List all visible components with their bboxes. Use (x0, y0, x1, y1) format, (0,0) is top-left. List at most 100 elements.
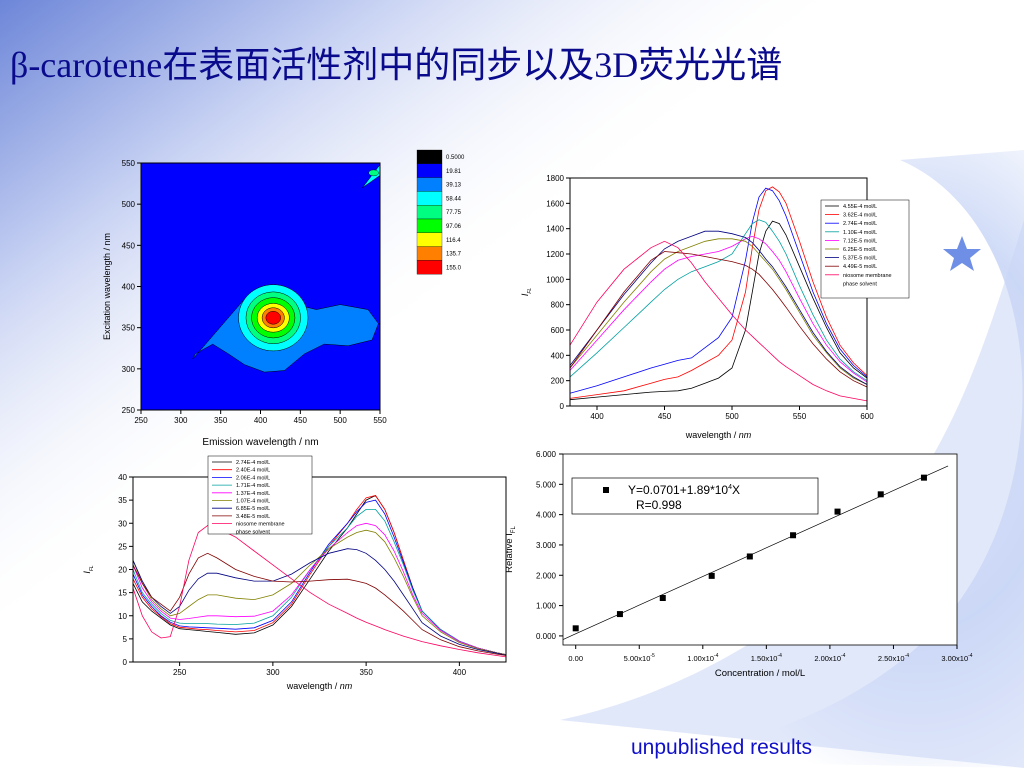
low-legend-label: 1.71E-4 mol/L (236, 483, 270, 489)
contour-y-tick-label: 550 (122, 159, 136, 168)
sync-y-tick-label: 1800 (546, 174, 564, 183)
colorbar-level-label: 155.0 (446, 265, 462, 271)
cal-y-axis-label: Relative IFL (504, 526, 517, 573)
low-series-line (132, 525, 507, 658)
cal-x-tick-exponent: -4 (968, 653, 973, 659)
sync-legend-label: 4.49E-5 mol/L (843, 264, 877, 270)
low-y-tick-label: 5 (123, 635, 128, 644)
sync-y-tick-label: 800 (551, 301, 565, 310)
contour-y-axis-label: Excitation wavelength / nm (102, 233, 112, 340)
cal-x-tick-label: 2.50x10-4 (878, 653, 909, 663)
cal-data-point (834, 508, 841, 515)
sync-x-tick-label: 500 (725, 412, 739, 421)
contour-x-tick-label: 550 (373, 416, 387, 425)
cal-x-tick-label: 1.00x10-4 (687, 653, 718, 663)
contour-x-axis-label: Emission wavelength / nm (202, 437, 318, 448)
cal-legend-equation-exponent: 4 (728, 484, 732, 491)
cal-x-axis-label: Concentration / mol/L (715, 668, 805, 679)
contour-y-tick-label: 300 (122, 365, 136, 374)
cal-y-tick-label: 0.000 (536, 632, 557, 641)
low-x-axis-unit: nm (337, 681, 353, 691)
sync-y-tick-label: 1400 (546, 225, 564, 234)
sync-legend-label: 1.10E-4 mol/L (843, 230, 877, 236)
low-legend-label: phase solvent (236, 529, 270, 535)
low-y-tick-label: 40 (118, 473, 127, 482)
cal-x-tick-label: 3.00x10-4 (941, 653, 972, 663)
low-legend-label: 2.06E-4 mol/L (236, 475, 270, 481)
low-x-tick-label: 400 (453, 668, 467, 677)
colorbar-level-label: 116.4 (446, 238, 461, 244)
contour-x-tick-label: 350 (214, 416, 228, 425)
sync-y-axis-subscript: FL (527, 288, 533, 294)
colorbar-level-label: 19.81 (446, 169, 462, 175)
cal-data-point (746, 553, 753, 560)
cal-y-tick-label: 2.000 (536, 571, 557, 580)
sync-legend-label: niosome membrane (843, 273, 892, 279)
sync-y-tick-label: 1600 (546, 199, 564, 208)
contour-x-tick-label: 400 (254, 416, 268, 425)
sync-series-line (569, 240, 868, 402)
cal-legend-equation: Y=0.0701+1.89*104X (628, 483, 740, 497)
cal-x-tick-exponent: -4 (777, 653, 782, 659)
low-y-tick-label: 25 (118, 542, 127, 551)
contour-x-tick-label: 500 (333, 416, 347, 425)
low-x-tick-label: 350 (359, 668, 373, 677)
sync-series-line (569, 219, 868, 382)
sync-y-tick-label: 0 (560, 402, 565, 411)
cal-legend-marker (603, 487, 609, 493)
low-legend-label: 1.07E-4 mol/L (236, 499, 270, 505)
sync-x-tick-label: 450 (658, 412, 672, 421)
colorbar-level-label: 97.06 (446, 224, 462, 230)
contour-x-tick-label: 450 (294, 416, 308, 425)
sync-x-tick-label: 400 (590, 412, 604, 421)
contour-y-tick-label: 500 (122, 200, 136, 209)
contour-scatter-band-core (368, 169, 379, 177)
cal-legend-r: R=0.998 (636, 498, 682, 512)
low-y-tick-label: 0 (123, 658, 128, 667)
contour-x-tick-label: 300 (174, 416, 188, 425)
low-legend-label: 3.48E-5 mol/L (236, 514, 270, 520)
sync-y-axis-label: IFL (520, 288, 533, 297)
sync-y-tick-label: 400 (551, 351, 565, 360)
sync-legend-label: 5.37E-5 mol/L (843, 256, 877, 262)
sync-plot-area (570, 178, 867, 406)
sync-x-axis-unit: nm (736, 430, 752, 440)
cal-legend-box (571, 477, 819, 515)
sync-legend-label: 3.62E-4 mol/L (843, 213, 877, 219)
cal-y-tick-label: 6.000 (536, 450, 557, 459)
contour-x-tick-label: 250 (134, 416, 148, 425)
low-y-axis-subscript: FL (89, 565, 95, 571)
low-legend-label: 6.85E-5 mol/L (236, 506, 270, 512)
contour-y-tick-label: 400 (122, 283, 136, 292)
cal-y-tick-label: 4.000 (536, 511, 557, 520)
sync-series-line (569, 230, 868, 385)
sync-series-line (569, 238, 868, 385)
cal-y-axis-subscript: FL (511, 526, 517, 534)
low-y-tick-label: 30 (118, 519, 127, 528)
low-legend-box (207, 455, 313, 535)
sync-series-line (569, 187, 868, 394)
low-y-tick-label: 15 (118, 589, 127, 598)
low-legend-label: 2.40E-4 mol/L (236, 468, 270, 474)
sync-y-tick-label: 1200 (546, 250, 564, 259)
sync-legend-label: 6.25E-5 mol/L (843, 247, 877, 253)
cal-x-tick-label: 1.50x10-4 (751, 653, 782, 663)
low-legend-label: 1.37E-4 mol/L (236, 491, 270, 497)
footnote: unpublished results (631, 736, 812, 759)
cal-legend-equation-tail: X (732, 483, 740, 497)
sync-y-tick-label: 1000 (546, 275, 564, 284)
cal-x-tick-exponent: -4 (841, 653, 846, 659)
sync-x-tick-label: 600 (860, 412, 874, 421)
cal-data-point (790, 532, 797, 539)
cal-y-tick-label: 5.000 (536, 480, 557, 489)
sync-x-axis-label: wavelength / nm (685, 430, 752, 440)
cal-x-tick-label: 5.00x10-5 (624, 653, 655, 663)
sync-series-line (569, 220, 868, 401)
cal-data-point (920, 474, 927, 481)
star-icon (943, 236, 981, 271)
low-series-line (132, 529, 507, 655)
